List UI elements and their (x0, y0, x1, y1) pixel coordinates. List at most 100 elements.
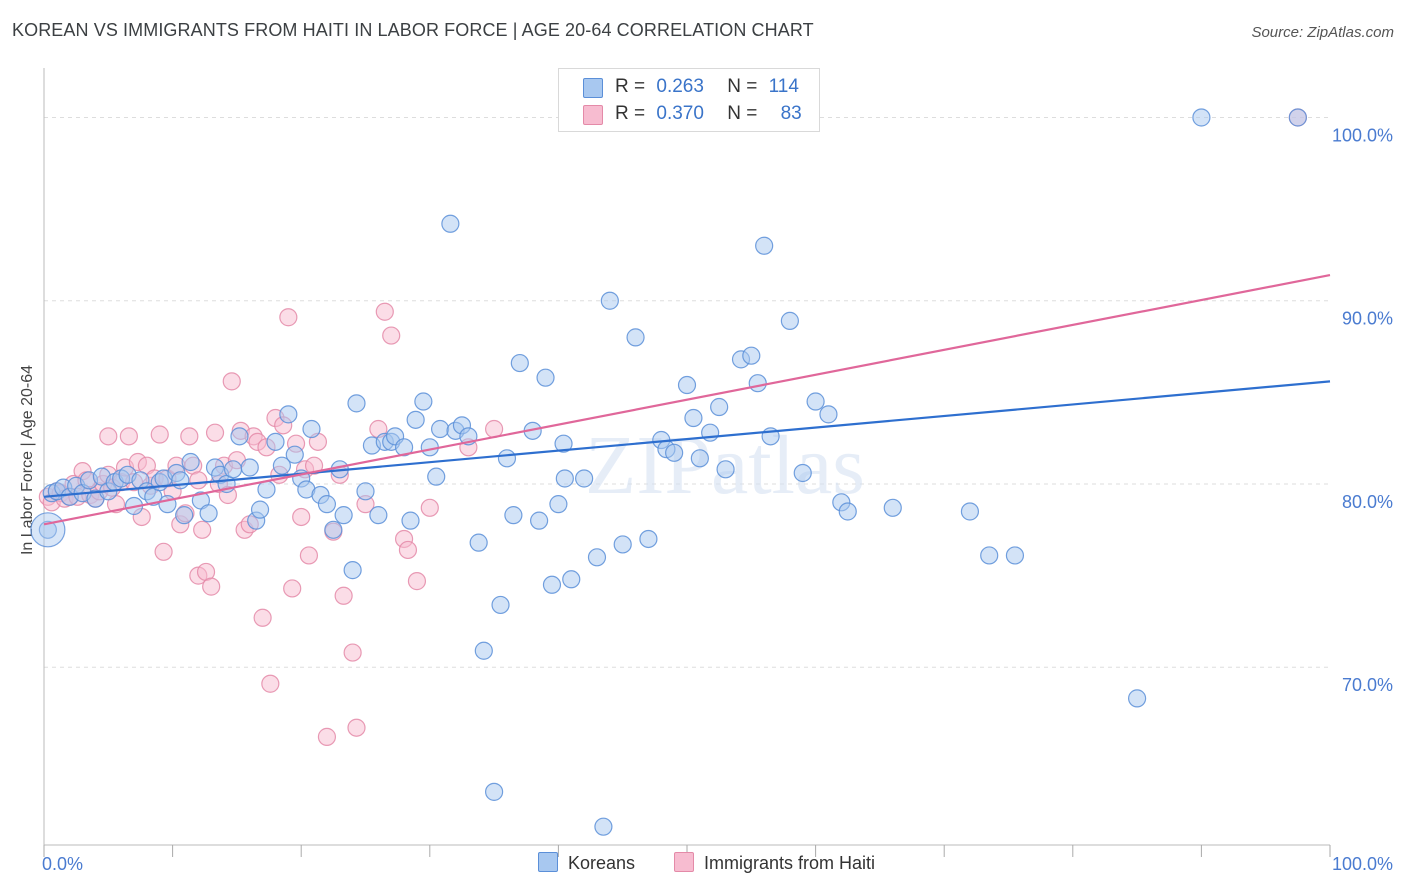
korean-point-32 (240, 458, 259, 477)
korean-point-34 (250, 500, 270, 519)
haiti-point-27 (154, 542, 173, 561)
korean-point-23 (175, 506, 194, 525)
korean-point-68 (474, 641, 493, 660)
korean-point-26 (199, 504, 218, 523)
korean-point-104 (806, 392, 825, 411)
haiti-point-82 (189, 471, 208, 490)
korean-point-38 (279, 405, 298, 424)
haiti-point-19 (119, 427, 138, 446)
haiti-point-57 (283, 579, 302, 598)
legend-row-koreans: R = 0.263 N = 114 (583, 76, 799, 100)
source-label: Source: ZipAtlas.com (1251, 24, 1394, 41)
korean-point-87 (639, 529, 658, 549)
haiti-point-73 (382, 326, 401, 345)
korean-point-103 (793, 463, 812, 483)
haiti-point-61 (299, 546, 319, 565)
korean-point-37 (272, 456, 292, 475)
korean-point-75 (530, 511, 549, 530)
bottom-legend-koreans[interactable]: Koreans (538, 852, 635, 874)
korean-point-24 (181, 452, 200, 472)
haiti-point-39 (205, 423, 225, 442)
korean-point-79 (554, 434, 573, 453)
korean-point-90 (665, 443, 684, 462)
haiti-point-26 (150, 425, 169, 444)
correlation-legend: R = 0.263 N = 114 R = 0.370 N = 83 (558, 68, 820, 132)
korean-point-114 (1288, 108, 1307, 127)
haiti-point-67 (334, 586, 353, 605)
legend-swatch-koreans (583, 78, 603, 98)
korean-point-82 (587, 548, 607, 567)
haiti-point-33 (180, 427, 199, 446)
haiti-point-69 (347, 718, 366, 737)
korean-point-95 (710, 397, 729, 417)
bottom-legend-haiti[interactable]: Immigrants from Haiti (674, 852, 875, 874)
korean-point-62 (430, 419, 450, 439)
y-tick-label-80: 80.0% (1342, 492, 1393, 512)
tick-labels: 70.0% 80.0% 90.0% 100.0% 0.0% 100.0% (42, 125, 1393, 874)
korean-point-67 (469, 533, 488, 552)
korean-point-78 (549, 495, 568, 514)
x-tick-label-max: 100.0% (1332, 854, 1393, 874)
korean-point-102 (780, 311, 799, 330)
korean-point-72 (504, 506, 523, 525)
korean-point-49 (347, 394, 366, 413)
korean-point-57 (401, 511, 420, 530)
korean-point-92 (684, 408, 703, 428)
korean-point-73 (510, 353, 529, 373)
haiti-point-72 (375, 302, 394, 321)
korean-point-42 (302, 419, 321, 439)
korean-point-61 (427, 467, 446, 486)
korean-points (30, 108, 1307, 836)
korean-point-105 (819, 405, 838, 424)
y-tick-label-100: 100.0% (1332, 125, 1393, 145)
korean-point-58 (406, 410, 425, 429)
korean-point-113 (1192, 108, 1211, 127)
korean-point-71 (497, 449, 517, 468)
korean-point-85 (613, 535, 632, 554)
korean-point-110 (980, 546, 999, 565)
korean-point-112 (1127, 689, 1147, 708)
haiti-point-64 (317, 727, 337, 746)
x-tick-label-min: 0.0% (42, 854, 83, 874)
haiti-point-43 (222, 372, 241, 391)
haiti-point-52 (261, 674, 280, 693)
korean-point-59 (414, 392, 433, 411)
korean-point-36 (266, 432, 285, 451)
haiti-trend-line (43, 273, 1331, 526)
korean-point-39 (285, 445, 304, 464)
korean-point-22 (171, 471, 190, 490)
korean-point-99 (748, 374, 767, 393)
korean-point-91 (677, 375, 697, 395)
haiti-point-38 (202, 577, 221, 596)
haiti-point-59 (292, 507, 311, 527)
korean-point-56 (394, 438, 414, 457)
korean-point-69 (485, 782, 504, 801)
haiti-swatch (674, 852, 694, 872)
y-tick-label-90: 90.0% (1342, 309, 1393, 329)
korean-point-0 (38, 520, 57, 539)
korean-point-107 (838, 502, 857, 521)
korean-point-44 (317, 495, 337, 514)
haiti-point-76 (407, 572, 427, 591)
korean-point-109 (960, 502, 980, 521)
korean-point-93 (690, 449, 709, 468)
trend-lines (43, 273, 1331, 526)
axes (43, 68, 1331, 857)
koreans-swatch (538, 852, 558, 872)
korean-point-30 (223, 460, 243, 479)
korean-point-70 (491, 595, 510, 615)
korean-point-large (30, 512, 66, 548)
korean-point-63 (441, 214, 460, 233)
haiti-point-56 (279, 308, 298, 327)
korean-point-84 (600, 291, 619, 310)
korean-point-81 (575, 469, 594, 488)
haiti-point-68 (343, 643, 362, 662)
haiti-point-62 (304, 456, 324, 475)
haiti-point-75 (398, 540, 418, 560)
korean-point-111 (1005, 546, 1025, 565)
korean-point-100 (755, 236, 774, 255)
korean-point-31 (230, 427, 249, 446)
korean-point-77 (542, 575, 562, 594)
korean-point-45 (324, 520, 343, 539)
korean-point-96 (716, 460, 735, 479)
